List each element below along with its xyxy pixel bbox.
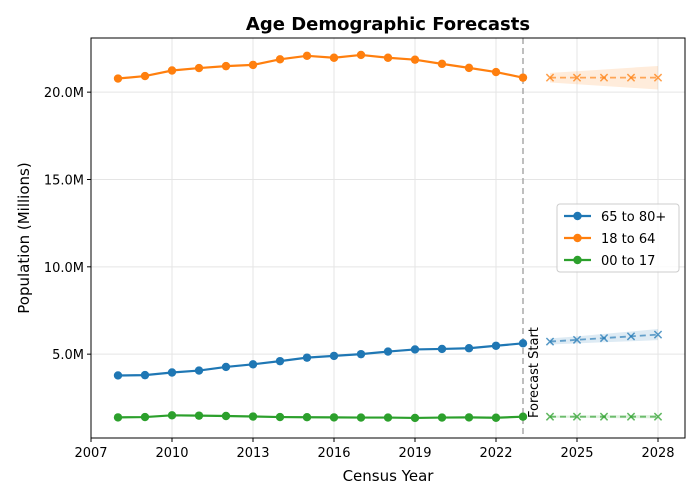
historical-point [167,66,177,75]
historical-point [410,55,420,64]
plot-frame [90,37,686,439]
historical-point [221,61,231,71]
forecast-point [599,412,609,421]
forecast-point [653,73,663,82]
y-tick-label: 20.0M [44,86,84,101]
historical-point [248,360,258,369]
historical-point [518,73,528,82]
series-group [113,330,663,380]
series-group [113,50,663,83]
forecast-point [572,73,582,82]
legend: 65 to 80+ 18 to 64 00 to 17 [556,203,680,273]
historical-point [383,413,393,422]
forecast-point [653,330,663,339]
historical-point [329,53,339,62]
historical-point [167,368,177,377]
x-tick-label: 2013 [236,446,269,461]
x-tick-label: 2016 [317,446,350,461]
historical-line [117,342,524,377]
historical-point [302,51,312,61]
historical-point [329,351,339,361]
historical-point [275,55,285,64]
historical-point [140,412,150,422]
historical-point [437,413,447,422]
historical-point [113,74,123,83]
legend-label: 65 to 80+ [601,210,666,225]
x-tick-label: 2019 [398,446,431,461]
confidence-band [550,329,658,345]
y-axis-label: Population (Millions) [15,162,33,313]
chart-title: Age Demographic Forecasts [246,14,530,35]
historical-point [464,63,474,73]
historical-point [140,71,150,81]
historical-point [113,371,123,380]
historical-point [221,362,231,372]
legend-box [556,203,680,273]
historical-point [491,413,501,422]
historical-point [464,344,474,353]
legend-swatch-marker [573,255,582,265]
forecast-point [545,412,555,421]
x-tick-label: 2022 [479,446,512,461]
historical-point [383,347,393,356]
forecast-point [626,332,636,341]
x-axis-label: Census Year [343,467,435,485]
forecast-point [572,412,582,421]
legend-label: 00 to 17 [601,254,655,269]
historical-point [437,344,447,354]
historical-point [383,53,393,62]
x-tick-label: 2025 [560,446,593,461]
legend-swatch-marker [573,233,582,243]
y-tick-label: 15.0M [44,173,84,188]
historical-point [518,339,528,348]
historical-point [356,50,366,60]
tick-layer: 2007 2010 2013 2016 2019 2022 2025 2028 5.0M 10.0… [44,86,675,461]
forecast-point [572,335,582,344]
historical-point [356,349,366,359]
y-tick-label: 5.0M [52,348,84,363]
historical-point [113,413,123,422]
historical-point [410,345,420,354]
historical-point [464,413,474,422]
historical-point [140,370,150,380]
forecast-start-label: Forecast Start [527,327,542,418]
historical-point [518,412,528,421]
forecast-point [653,412,663,421]
historical-point [302,413,312,422]
series-layer [113,50,663,423]
forecast-point [545,337,555,346]
historical-point [194,63,204,73]
historical-point [356,413,366,422]
forecast-point [626,412,636,421]
historical-line [117,414,524,420]
historical-point [248,60,258,70]
forecast-point [599,333,609,343]
historical-point [491,341,501,350]
forecast-point [599,73,609,82]
historical-point [275,412,285,422]
x-tick-label: 2007 [74,446,107,461]
historical-point [437,59,447,69]
x-tick-label: 2028 [641,446,674,461]
legend-swatch-marker [573,211,582,221]
historical-point [194,411,204,420]
historical-point [275,356,285,366]
historical-point [167,411,177,420]
historical-point [248,412,258,421]
forecast-point [626,73,636,82]
x-tick-label: 2010 [155,446,188,461]
historical-point [221,411,231,421]
historical-point [329,413,339,422]
forecast-point [545,73,555,82]
y-tick-label: 10.0M [44,261,84,276]
historical-point [410,413,420,423]
historical-point [194,366,204,375]
historical-point [302,353,312,362]
historical-line [117,53,524,80]
legend-label: 18 to 64 [601,232,655,247]
series-group [113,411,663,423]
historical-point [491,67,501,77]
